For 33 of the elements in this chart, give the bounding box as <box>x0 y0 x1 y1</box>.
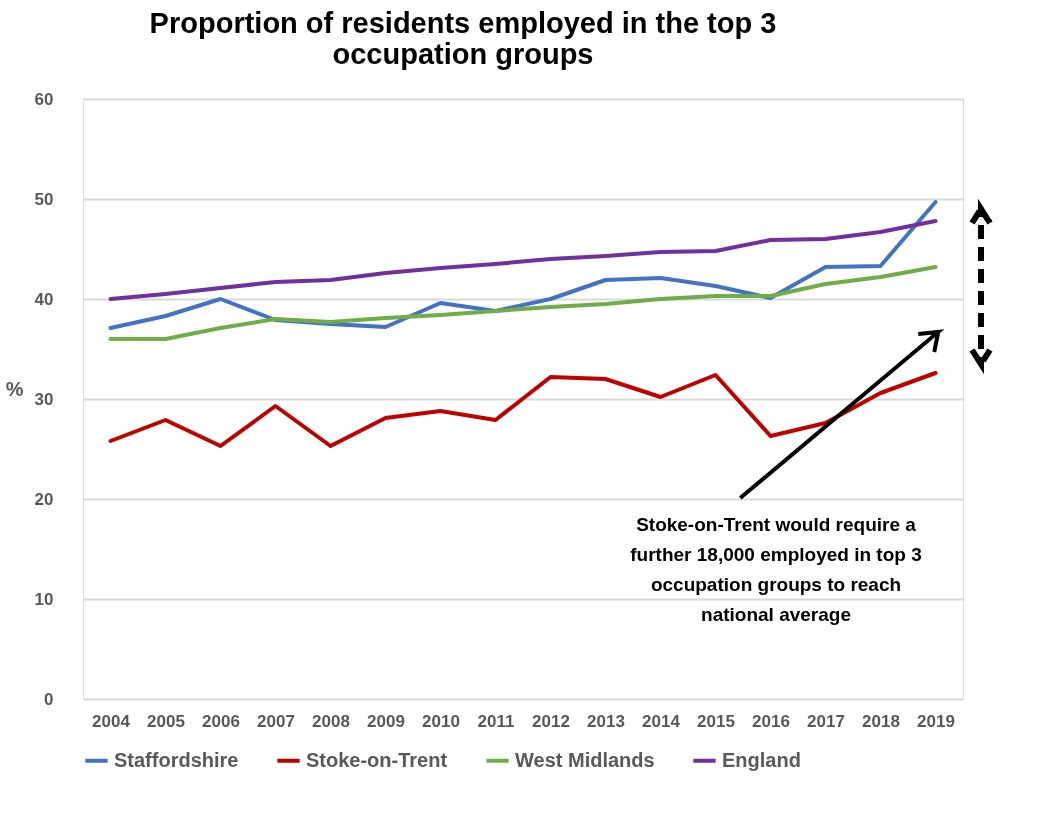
y-tick-label: 30 <box>34 389 54 409</box>
y-tick-label: 60 <box>34 89 54 109</box>
x-tick-label: 2013 <box>587 711 625 731</box>
x-tick-label: 2005 <box>147 711 185 731</box>
legend-label: England <box>722 748 801 771</box>
x-tick-label: 2006 <box>202 711 240 731</box>
x-tick-label: 2018 <box>862 711 900 731</box>
legend-label: Stoke-on-Trent <box>306 748 448 771</box>
y-tick-label: 40 <box>34 289 54 309</box>
annotation: Stoke-on-Trent would require a further 18,000 employed in top 3 occupation groups to reach national average <box>630 514 922 625</box>
y-tick-label: 20 <box>34 489 54 509</box>
y-tick-label: 10 <box>34 589 54 609</box>
x-tick-label: 2008 <box>312 711 350 731</box>
x-tick-label: 2009 <box>367 711 405 731</box>
x-tick-label: 2007 <box>257 711 295 731</box>
legend-label: Staffordshire <box>114 748 239 771</box>
x-tick-label: 2011 <box>477 711 515 731</box>
y-tick-label: 50 <box>34 189 54 209</box>
x-tick-label: 2014 <box>642 711 681 731</box>
y-tick-label: 0 <box>44 689 54 709</box>
x-tick-label: 2010 <box>422 711 460 731</box>
chart-title: Proportion of residents employed in the top 3 occupation groups <box>149 7 777 70</box>
legend-label: West Midlands <box>515 748 655 771</box>
line-series <box>108 371 938 448</box>
x-tick-label: 2019 <box>917 711 955 731</box>
x-tick-label: 2017 <box>807 711 845 731</box>
y-axis-title: % <box>5 377 24 400</box>
x-tick-label: 2016 <box>752 711 790 731</box>
x-tick-label: 2015 <box>697 711 735 731</box>
line-series <box>108 265 938 341</box>
line-series <box>108 219 938 301</box>
x-tick-label: 2012 <box>532 711 570 731</box>
x-tick-label: 2004 <box>92 711 131 731</box>
